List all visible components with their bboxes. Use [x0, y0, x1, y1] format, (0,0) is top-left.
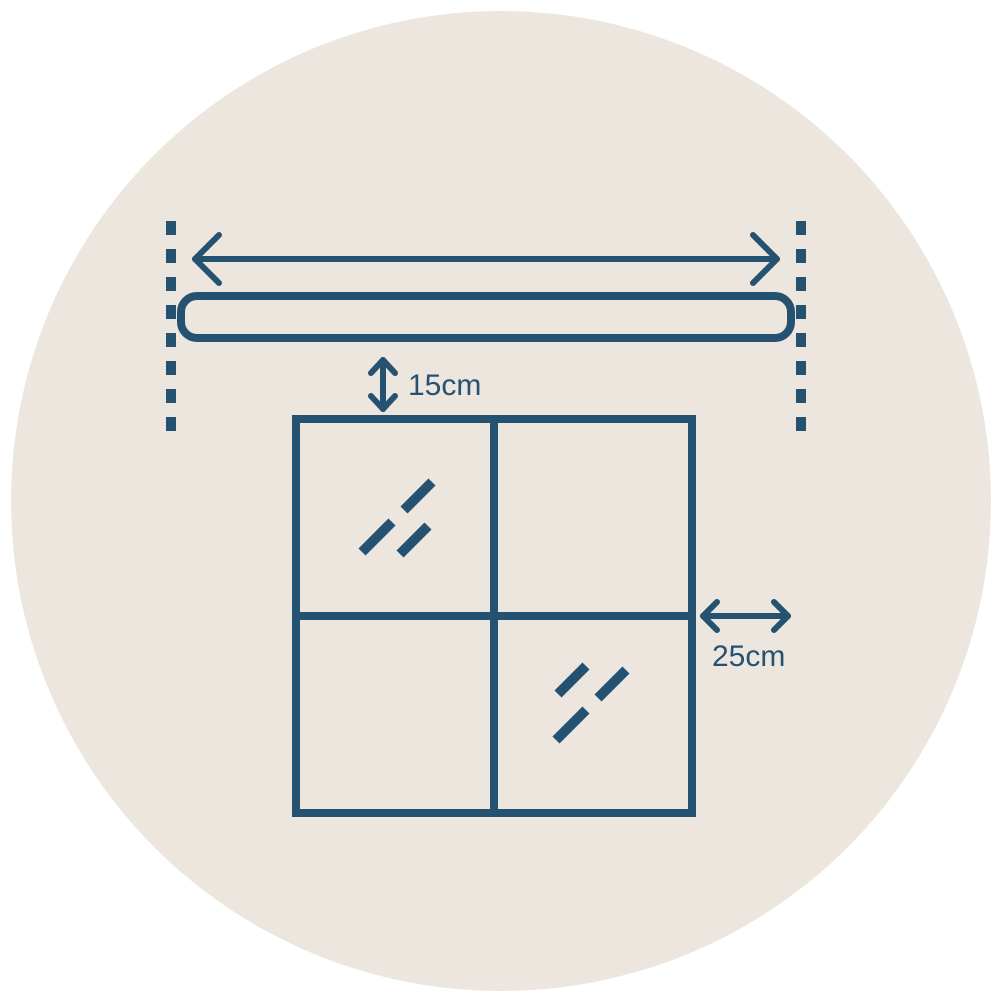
- diagram-svg: [0, 0, 1002, 1002]
- diagram-canvas: 15cm 25cm: [0, 0, 1002, 1002]
- background-circle: [11, 11, 991, 991]
- gap-top-label: 15cm: [408, 369, 481, 403]
- gap-side-label: 25cm: [712, 640, 785, 674]
